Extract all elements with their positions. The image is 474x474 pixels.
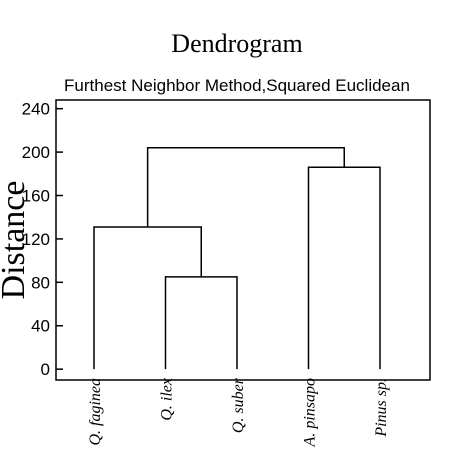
- y-tick-label: 240: [22, 100, 50, 119]
- dendrogram-link: [146, 147, 345, 227]
- leaf-label: Q. ilex: [159, 378, 176, 421]
- plot-frame: [55, 99, 431, 381]
- leaf-label: A. pinsapo: [302, 378, 319, 447]
- y-tick-label: 80: [31, 273, 50, 292]
- y-tick-label: 200: [22, 143, 50, 162]
- dendrogram-link: [307, 166, 381, 370]
- dendrogram-link: [164, 276, 238, 370]
- y-tick-label: 160: [22, 187, 50, 206]
- leaf-label: Q. faginea: [87, 378, 104, 446]
- chart-subtitle: Furthest Neighbor Method,Squared Euclide…: [64, 76, 410, 95]
- y-tick-label: 0: [41, 360, 50, 379]
- y-axis-label: Distance: [0, 181, 32, 300]
- dendrogram-link: [93, 226, 202, 370]
- leaf-label: Pinus sp.: [373, 378, 390, 438]
- y-tick-label: 40: [31, 317, 50, 336]
- leaf-label: Q. suber: [230, 377, 247, 433]
- chart-title: Dendrogram: [171, 29, 302, 58]
- y-tick-label: 120: [22, 230, 50, 249]
